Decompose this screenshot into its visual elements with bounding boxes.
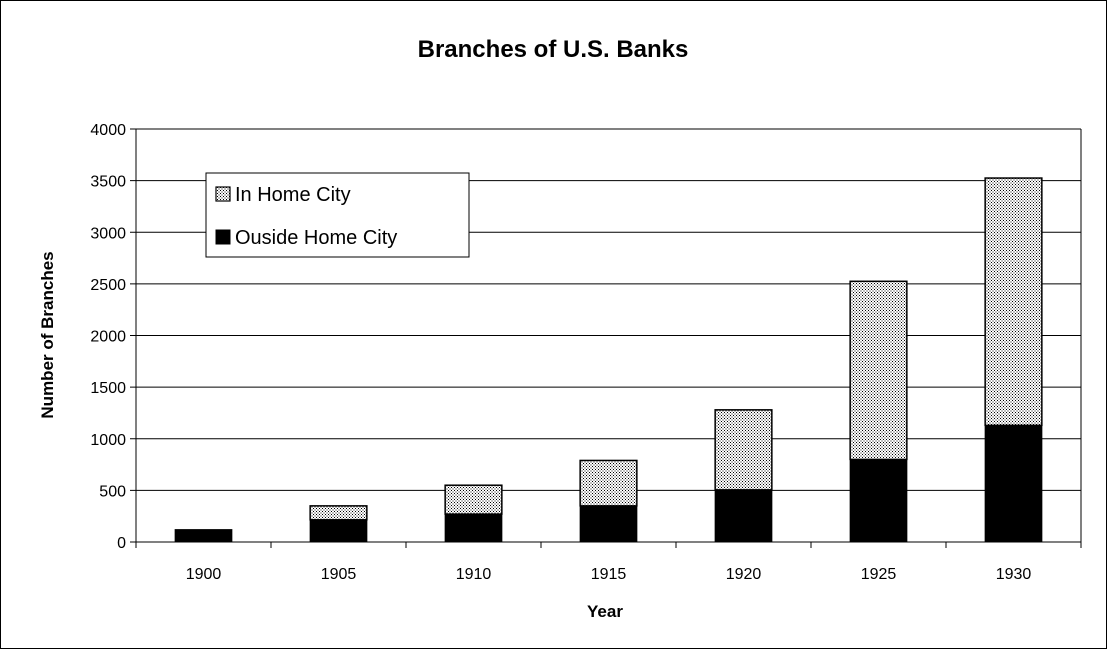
bar-outside-home-city (849, 458, 908, 543)
y-tick-label: 1500 (90, 380, 126, 397)
bar-outside-home-city (579, 505, 638, 543)
y-tick-label: 4000 (90, 122, 126, 139)
bar-outside-home-city (174, 529, 233, 543)
y-tick-label: 3000 (90, 225, 126, 242)
x-tick-label: 1900 (186, 566, 222, 583)
x-tick-label: 1915 (591, 566, 627, 583)
bar-in-home-city (984, 177, 1043, 427)
bar-in-home-city (444, 484, 503, 515)
bar-outside-home-city (444, 513, 503, 543)
bar-in-home-city (849, 280, 908, 461)
y-tick-label: 2000 (90, 329, 126, 346)
x-tick-label: 1925 (861, 566, 897, 583)
plot-area: 0 500 1000 1500 2000 2500 3000 3500 4000 1900 1905… (90, 122, 1082, 583)
bar-in-home-city (579, 459, 638, 507)
legend-box (205, 172, 470, 258)
x-axis-label: Year (587, 602, 623, 621)
legend-swatch-in-home-city (215, 186, 231, 202)
y-axis-label: Number of Branches (38, 251, 57, 418)
y-tick-label: 3500 (90, 174, 126, 191)
y-tick-label: 0 (117, 535, 126, 552)
y-tick-label: 2500 (90, 277, 126, 294)
legend-swatch-outside-home-city (215, 229, 231, 245)
bar-outside-home-city (714, 489, 773, 543)
bar-outside-home-city (309, 519, 368, 543)
x-tick-label: 1905 (321, 566, 357, 583)
x-tick-label: 1910 (456, 566, 492, 583)
legend-label-outside-home-city: Ouside Home City (235, 227, 397, 249)
bar-in-home-city (309, 505, 368, 521)
legend-label-in-home-city: In Home City (235, 184, 351, 206)
x-tick-label: 1920 (726, 566, 762, 583)
bar-in-home-city (714, 409, 773, 491)
y-tick-label: 1000 (90, 432, 126, 449)
bar-outside-home-city (984, 424, 1043, 543)
y-tick-label: 500 (99, 483, 126, 500)
legend: In Home City Ouside Home City (205, 172, 470, 258)
chart-title: Branches of U.S. Banks (418, 36, 689, 63)
x-tick-label: 1930 (996, 566, 1032, 583)
